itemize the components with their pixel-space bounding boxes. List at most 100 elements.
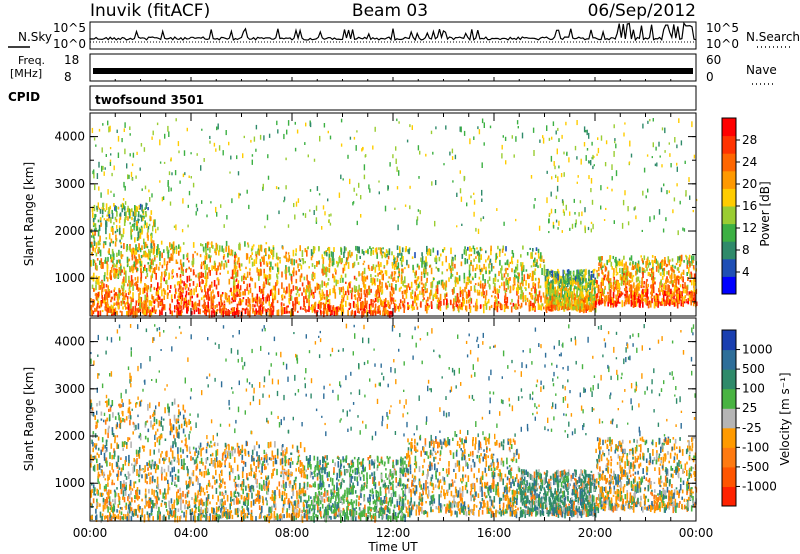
range-cell xyxy=(398,306,400,312)
range-cell xyxy=(180,278,182,285)
range-cell xyxy=(150,210,153,215)
range-cell xyxy=(280,309,283,316)
range-cell xyxy=(107,250,110,254)
range-cell xyxy=(609,255,612,260)
range-cell xyxy=(257,250,259,255)
range-cell-sparse xyxy=(551,176,553,180)
range-cell xyxy=(450,267,452,274)
range-cell xyxy=(394,299,397,302)
range-cell-sparse xyxy=(246,189,248,194)
range-cell xyxy=(258,273,261,277)
range-cell xyxy=(106,417,108,422)
range-cell-sparse xyxy=(217,123,219,130)
range-cell xyxy=(288,298,290,303)
range-cell xyxy=(488,263,490,269)
range-cell xyxy=(635,270,637,276)
range-cell xyxy=(145,276,147,279)
range-cell-sparse xyxy=(554,209,557,214)
range-cell xyxy=(528,283,530,289)
range-cell xyxy=(319,284,321,291)
range-cell xyxy=(479,269,482,272)
range-cell xyxy=(581,292,583,299)
range-cell xyxy=(592,270,594,273)
range-cell xyxy=(345,281,347,284)
range-cell xyxy=(358,293,360,298)
freq-tick-high: 18 xyxy=(64,53,79,67)
range-cell xyxy=(549,289,551,296)
range-cell xyxy=(429,249,432,256)
range-cell xyxy=(245,299,248,306)
range-cell xyxy=(98,276,100,279)
range-cell xyxy=(156,287,158,293)
range-cell xyxy=(365,303,367,309)
range-cell xyxy=(127,302,129,306)
range-cell xyxy=(494,277,497,282)
range-cell xyxy=(288,310,291,314)
range-cell xyxy=(146,203,148,206)
range-cell xyxy=(508,263,510,268)
range-cell xyxy=(362,262,365,266)
range-cell-sparse xyxy=(104,167,106,170)
range-cell xyxy=(402,268,404,274)
range-cell-sparse xyxy=(294,121,296,125)
range-cell xyxy=(198,299,201,307)
range-cell-sparse xyxy=(550,155,553,162)
range-cell xyxy=(558,294,561,298)
range-cell xyxy=(124,295,126,301)
range-cell xyxy=(245,253,248,259)
range-cell xyxy=(491,295,493,298)
range-cell xyxy=(542,292,545,298)
range-cell xyxy=(642,260,644,264)
range-cell xyxy=(367,248,369,255)
range-cell xyxy=(166,293,169,297)
range-cell xyxy=(325,250,328,254)
range-cell xyxy=(631,267,633,270)
range-cell xyxy=(164,438,167,441)
range-cell-sparse xyxy=(237,171,240,176)
range-cell xyxy=(675,276,677,283)
range-cell xyxy=(135,492,138,500)
range-cell xyxy=(114,307,117,313)
range-cell xyxy=(263,281,265,288)
range-cell-sparse xyxy=(411,125,413,130)
range-cell xyxy=(260,310,263,316)
range-cell xyxy=(266,295,268,302)
range-cell xyxy=(171,401,174,406)
range-cell xyxy=(408,305,410,310)
range-cell xyxy=(349,281,352,284)
range-cell xyxy=(595,293,598,299)
range-cell xyxy=(378,247,380,250)
range-cell xyxy=(147,255,150,260)
y-tick-label: 3000 xyxy=(54,177,85,191)
range-cell xyxy=(272,298,274,305)
range-cell xyxy=(647,271,650,277)
range-cell xyxy=(560,302,562,306)
range-cell xyxy=(150,420,152,428)
range-cell xyxy=(657,264,660,269)
range-cell xyxy=(669,292,671,296)
range-cell xyxy=(546,299,548,307)
range-cell xyxy=(227,259,230,263)
range-cell xyxy=(167,284,169,290)
range-cell xyxy=(143,445,146,449)
range-cell xyxy=(122,278,124,282)
range-cell xyxy=(247,244,250,248)
range-cell xyxy=(91,284,94,289)
range-cell xyxy=(219,272,221,275)
range-cell xyxy=(161,309,163,316)
range-cell xyxy=(555,274,558,282)
range-cell xyxy=(574,297,576,301)
range-cell-sparse xyxy=(228,141,230,146)
range-cell-sparse xyxy=(342,178,344,181)
range-cell xyxy=(214,248,216,252)
range-cell xyxy=(327,278,330,281)
range-cell xyxy=(249,287,252,294)
range-cell xyxy=(395,260,397,268)
range-cell xyxy=(124,290,127,293)
range-cell-sparse xyxy=(149,197,151,202)
range-cell xyxy=(168,457,171,463)
range-cell xyxy=(145,202,147,209)
range-cell xyxy=(404,285,407,288)
range-cell xyxy=(585,278,587,285)
range-cell xyxy=(124,211,126,217)
